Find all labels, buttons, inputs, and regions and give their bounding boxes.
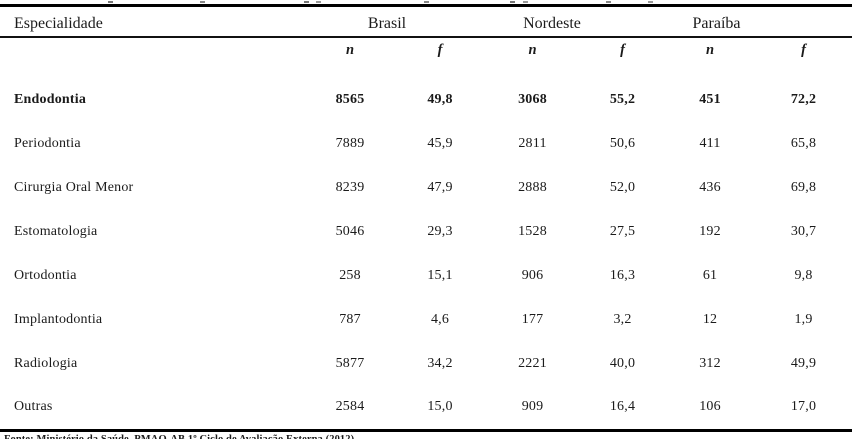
row-label: Ortodontia bbox=[14, 268, 77, 283]
row-label: Implantodontia bbox=[14, 312, 103, 327]
row-label: Outras bbox=[14, 399, 53, 415]
cell-value: 1,9 bbox=[794, 312, 813, 327]
table-row: Implantodontia 787 4,6 177 3,2 12 1,9 bbox=[0, 298, 852, 342]
table-row: Estomatologia 5046 29,3 1528 27,5 192 30… bbox=[0, 210, 852, 254]
cell-value: 61 bbox=[702, 268, 718, 283]
cell-value: 29,3 bbox=[427, 224, 453, 239]
group-header-paraiba: Paraíba bbox=[665, 5, 852, 38]
table-row: Periodontia 7889 45,9 2811 50,6 411 65,8 bbox=[0, 122, 852, 166]
column-header-especialidade: Especialidade bbox=[0, 5, 305, 38]
cell-value: 2584 bbox=[335, 399, 365, 415]
table-body: Endodontia 8565 49,8 3068 55,2 451 72,2 … bbox=[0, 63, 852, 430]
cell-value: 15,0 bbox=[427, 399, 453, 415]
cell-value: 72,2 bbox=[790, 92, 817, 107]
cell-value: 787 bbox=[339, 312, 361, 327]
row-label: Cirurgia Oral Menor bbox=[14, 180, 134, 195]
row-label: Endodontia bbox=[14, 92, 87, 107]
cell-value: 2888 bbox=[518, 180, 547, 195]
subheader-paraiba-n: n bbox=[705, 42, 715, 58]
cell-value: 909 bbox=[521, 399, 544, 415]
cell-value: 8239 bbox=[335, 180, 365, 195]
table-row: Cirurgia Oral Menor 8239 47,9 2888 52,0 … bbox=[0, 166, 852, 210]
group-header-brasil: Brasil bbox=[305, 5, 485, 38]
cell-value: 411 bbox=[699, 136, 721, 151]
cell-value: 106 bbox=[699, 399, 721, 415]
cell-value: 177 bbox=[521, 312, 544, 327]
cell-value: 27,5 bbox=[609, 224, 636, 239]
spacer-row bbox=[0, 63, 852, 78]
cell-value: 16,4 bbox=[609, 399, 636, 415]
table-row: Ortodontia 258 15,1 906 16,3 61 9,8 bbox=[0, 254, 852, 298]
table-row: Radiologia 5877 34,2 2221 40,0 312 49,9 bbox=[0, 342, 852, 386]
cell-value: 1528 bbox=[518, 224, 547, 239]
cell-value: 65,8 bbox=[790, 136, 817, 151]
subheader-nordeste-f: f bbox=[620, 42, 625, 58]
cell-value: 3068 bbox=[518, 92, 547, 107]
cell-value: 16,3 bbox=[609, 268, 636, 283]
row-label: Periodontia bbox=[14, 136, 81, 151]
cell-value: 2221 bbox=[518, 356, 547, 371]
subheader-nordeste-n: n bbox=[528, 42, 537, 58]
subheader-brasil-n: n bbox=[345, 42, 355, 58]
subheader-brasil-f: f bbox=[437, 42, 443, 58]
cell-value: 49,9 bbox=[790, 356, 817, 371]
cell-value: 50,6 bbox=[609, 136, 636, 151]
cell-value: 192 bbox=[699, 224, 721, 239]
cell-value: 312 bbox=[699, 356, 721, 371]
cell-value: 49,8 bbox=[427, 92, 453, 107]
cell-value: 451 bbox=[699, 92, 721, 107]
cell-value: 258 bbox=[339, 268, 361, 283]
cell-value: 3,2 bbox=[613, 312, 632, 327]
table-row: Outras 2584 15,0 909 16,4 106 17,0 bbox=[0, 386, 852, 430]
clipped-caption-fragments bbox=[0, 0, 852, 4]
group-header-nordeste: Nordeste bbox=[485, 5, 666, 38]
row-label: Estomatologia bbox=[14, 224, 98, 239]
cell-value: 5877 bbox=[335, 356, 365, 371]
subheader-paraiba-f: f bbox=[801, 42, 806, 58]
source-note: Fonte: Ministério da Saúde, PMAQ-AB 1º C… bbox=[4, 433, 357, 439]
table-subheader-row: n f n f n f bbox=[0, 37, 852, 63]
cell-value: 55,2 bbox=[609, 92, 636, 107]
cell-value: 906 bbox=[521, 268, 544, 283]
cell-value: 2811 bbox=[518, 136, 547, 151]
cell-value: 47,9 bbox=[427, 180, 453, 195]
cell-value: 436 bbox=[699, 180, 721, 195]
cell-value: 12 bbox=[702, 312, 718, 327]
row-label: Radiologia bbox=[14, 356, 78, 371]
specialties-table: Especialidade Brasil Nordeste Paraíba n … bbox=[0, 4, 852, 432]
cell-value: 52,0 bbox=[609, 180, 636, 195]
cell-value: 45,9 bbox=[427, 136, 453, 151]
table-header-group-row: Especialidade Brasil Nordeste Paraíba bbox=[0, 5, 852, 38]
cell-value: 8565 bbox=[335, 92, 365, 107]
cell-value: 69,8 bbox=[790, 180, 817, 195]
subheader-empty bbox=[0, 37, 305, 63]
cell-value: 17,0 bbox=[790, 399, 817, 415]
cell-value: 30,7 bbox=[790, 224, 817, 239]
cell-value: 34,2 bbox=[427, 356, 453, 371]
cell-value: 5046 bbox=[335, 224, 365, 239]
table-row: Endodontia 8565 49,8 3068 55,2 451 72,2 bbox=[0, 78, 852, 122]
cell-value: 15,1 bbox=[427, 268, 453, 283]
cell-value: 9,8 bbox=[794, 268, 813, 283]
cell-value: 40,0 bbox=[609, 356, 636, 371]
caption-text-remnant bbox=[108, 1, 113, 3]
cell-value: 4,6 bbox=[430, 312, 450, 327]
cell-value: 7889 bbox=[335, 136, 365, 151]
